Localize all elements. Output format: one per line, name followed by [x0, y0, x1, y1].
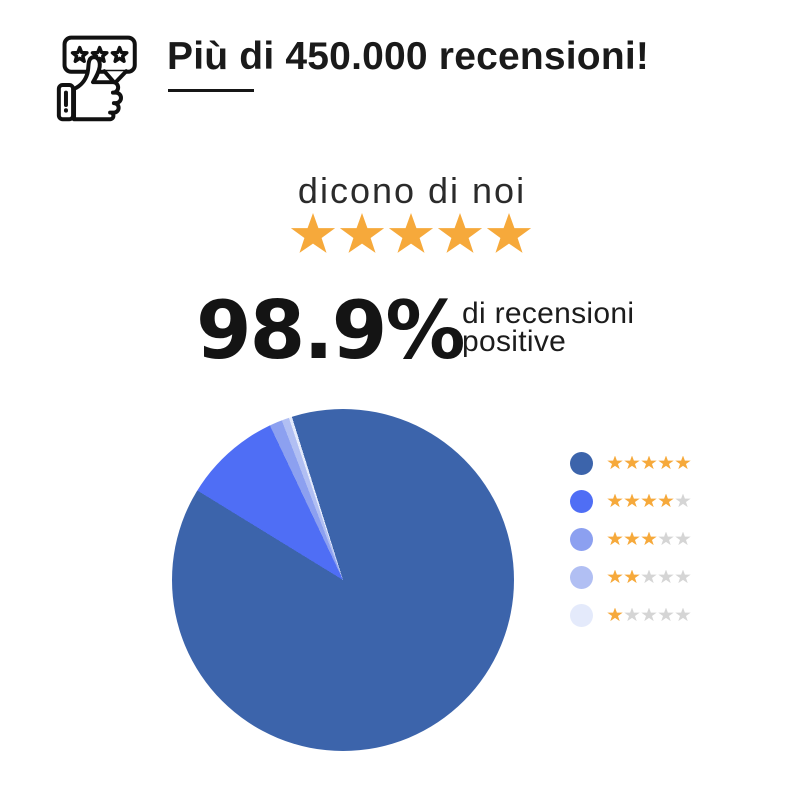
star-icon: [641, 569, 657, 584]
legend-star-rating: [607, 569, 691, 585]
title-underline: [168, 89, 254, 92]
legend-star-rating: [607, 493, 691, 509]
star-icon: [675, 455, 691, 470]
star-icon: [658, 455, 674, 470]
star-icon: [624, 531, 640, 546]
star-icon: [607, 493, 623, 508]
star-icon: [658, 607, 674, 622]
stat-label-line1: di recensioni: [462, 297, 635, 330]
star-icon: [607, 569, 623, 584]
page-title: Più di 450.000 recensioni!: [167, 35, 650, 78]
star-icon: [607, 531, 623, 546]
legend-row-4-stars: [570, 489, 691, 513]
star-icon: [675, 531, 691, 546]
star-icon: [641, 531, 657, 546]
star-icon: [641, 455, 657, 470]
star-icon: [675, 493, 691, 508]
star-icon: [486, 213, 532, 253]
legend-color-dot: [570, 451, 593, 475]
stat-label-line2: positive: [462, 325, 567, 358]
star-icon: [658, 493, 674, 508]
legend-color-dot: [570, 565, 593, 589]
reviews-pie-chart: [172, 409, 514, 751]
legend-star-rating: [607, 607, 691, 623]
legend-star-rating: [607, 531, 691, 547]
star-icon: [641, 493, 657, 508]
star-icon: [607, 455, 623, 470]
star-icon: [624, 455, 640, 470]
star-icon: [624, 607, 640, 622]
pie-legend: [570, 451, 691, 641]
review-thumbs-up-icon: [56, 35, 137, 122]
star-icon: [641, 607, 657, 622]
legend-color-dot: [570, 489, 593, 513]
star-icon: [290, 213, 336, 253]
thumb-up-shape: [72, 55, 123, 122]
star-icon: [437, 213, 483, 253]
star-icon: [388, 213, 434, 253]
tagline-text: dicono di noi: [297, 170, 527, 211]
rating-stars: [290, 213, 532, 257]
legend-color-dot: [570, 603, 593, 627]
star-icon: [675, 569, 691, 584]
star-icon: [339, 213, 385, 253]
star-icon: [658, 569, 674, 584]
positive-percentage: 98.9%: [196, 284, 466, 377]
legend-star-rating: [607, 455, 691, 471]
star-icon: [624, 493, 640, 508]
legend-row-5-stars: [570, 451, 691, 475]
star-icon: [624, 569, 640, 584]
star-icon: [607, 607, 623, 622]
legend-row-2-stars: [570, 565, 691, 589]
legend-color-dot: [570, 527, 593, 551]
star-icon: [658, 531, 674, 546]
star-icon: [675, 607, 691, 622]
positive-percentage-label: di recensioni positive: [462, 297, 635, 358]
legend-row-1-stars: [570, 603, 691, 627]
legend-row-3-stars: [570, 527, 691, 551]
